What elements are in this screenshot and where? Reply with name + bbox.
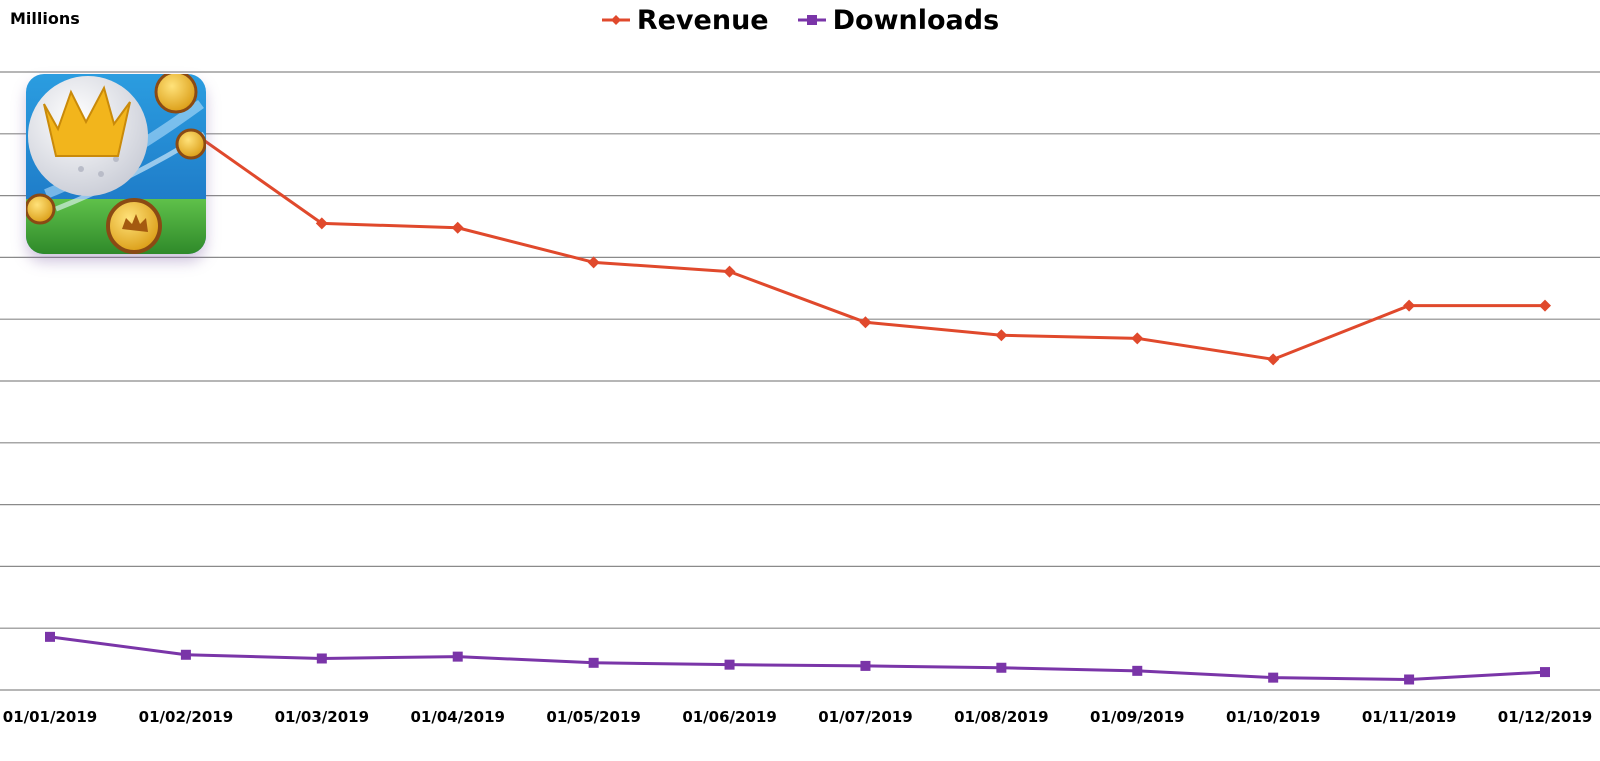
data-point-downloads — [860, 660, 871, 671]
data-point-downloads — [1540, 667, 1550, 678]
x-axis-tick-labels: 01/01/2019 01/02/2019 01/03/2019 01/04/2019… — [3, 708, 1592, 726]
gridlines — [0, 71, 1600, 691]
data-point-downloads — [452, 651, 463, 662]
data-point-downloads — [588, 657, 599, 668]
series-layer — [44, 121, 1551, 685]
data-point-revenue — [1539, 299, 1551, 312]
golf-clash-app-icon — [26, 74, 206, 254]
data-point-revenue — [859, 316, 872, 329]
x-tick-label: 01/08/2019 — [954, 708, 1048, 726]
data-point-downloads — [180, 649, 191, 660]
x-tick-label: 01/04/2019 — [411, 708, 505, 726]
data-point-revenue — [451, 221, 464, 234]
x-tick-label: 01/11/2019 — [1362, 708, 1456, 726]
x-tick-label: 01/01/2019 — [3, 708, 97, 726]
data-point-downloads — [1404, 674, 1415, 685]
data-point-revenue — [1267, 353, 1280, 366]
data-point-downloads — [724, 659, 735, 670]
x-tick-label: 01/06/2019 — [682, 708, 776, 726]
x-tick-label: 01/03/2019 — [275, 708, 369, 726]
data-point-downloads — [996, 662, 1007, 673]
x-tick-label: 01/07/2019 — [818, 708, 912, 726]
y-axis-unit-label: Millions — [10, 9, 80, 28]
data-point-revenue — [587, 256, 600, 269]
data-point-revenue — [995, 329, 1008, 342]
x-tick-label: 01/09/2019 — [1090, 708, 1184, 726]
x-tick-label: 01/10/2019 — [1226, 708, 1320, 726]
x-tick-label: 01/12/2019 — [1498, 708, 1592, 726]
series-line-revenue — [49, 126, 1545, 361]
series-line-downloads — [49, 635, 1546, 681]
x-tick-label: 01/02/2019 — [139, 708, 233, 726]
data-point-downloads — [1268, 672, 1279, 683]
data-point-revenue — [723, 265, 736, 278]
data-point-downloads — [1132, 665, 1143, 676]
data-point-revenue — [1131, 332, 1144, 345]
data-point-downloads — [316, 653, 327, 664]
x-tick-label: 01/05/2019 — [546, 708, 640, 726]
data-point-revenue — [315, 217, 328, 230]
data-point-revenue — [1403, 299, 1416, 312]
data-point-downloads — [45, 631, 55, 642]
